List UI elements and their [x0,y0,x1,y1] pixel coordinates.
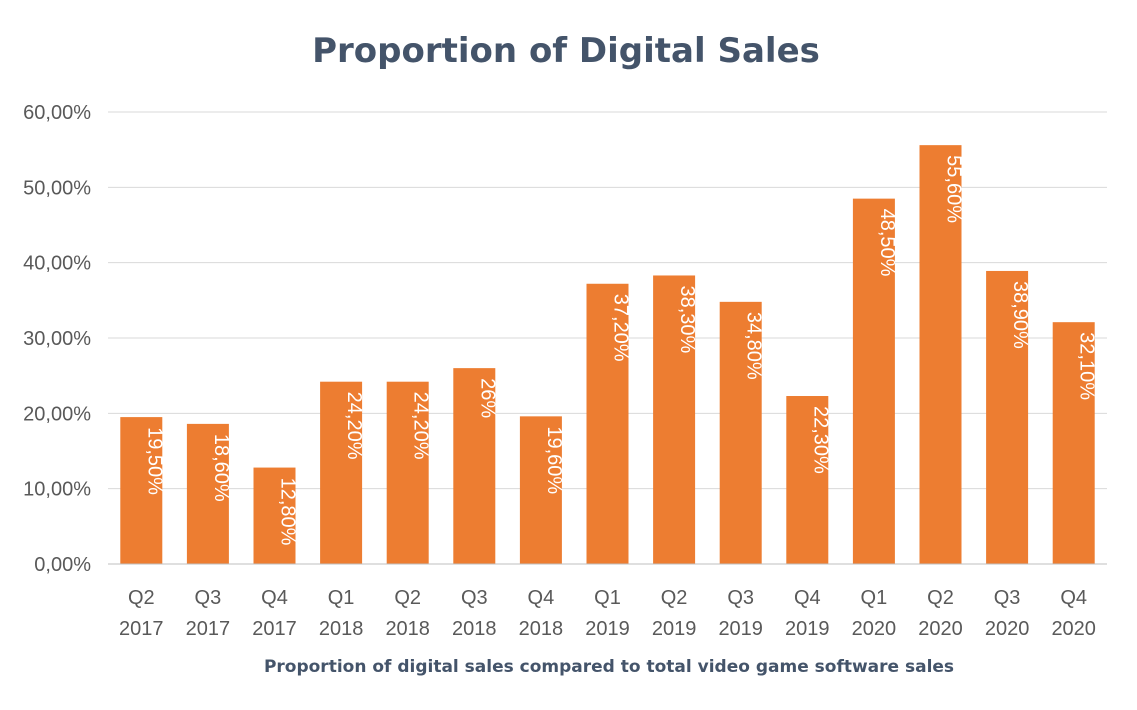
x-tick-label: Q4 2017 [252,587,297,640]
data-label: 12,80% [277,478,299,546]
bar [386,381,429,564]
y-tick-label: 60,00% [23,102,91,124]
x-tick-label: Q1 2019 [585,587,630,640]
bar [919,145,962,564]
y-tick-label: 10,00% [23,479,91,501]
bar [519,416,562,564]
x-tick-label: Q2 2018 [385,587,430,640]
x-tick-label: Q4 2019 [785,587,830,640]
y-tick-label: 20,00% [23,403,91,425]
data-label: 37,20% [610,294,632,362]
data-label: 48,50% [876,209,898,277]
bar [719,301,762,564]
data-label: 22,30% [809,406,831,474]
data-label: 34,80% [743,312,765,380]
chart-title: Proportion of Digital Sales [312,31,820,71]
x-tick-label: Q3 2020 [985,587,1030,640]
data-label: 38,90% [1009,281,1031,349]
x-tick-label: Q3 2018 [452,587,497,640]
bar [586,283,629,564]
x-tick-label: Q4 2020 [1051,587,1096,640]
data-label: 19,50% [143,427,165,495]
x-tick-label: Q3 2017 [186,587,231,640]
y-tick-label: 30,00% [23,328,91,350]
x-axis-label: Proportion of digital sales compared to … [264,657,954,677]
data-label: 38,30% [676,285,698,353]
bar [852,198,895,564]
data-labels: 19,50% 18,60% 12,80% 24,20% 24,20% 26% 19,60% 3… [143,155,1097,545]
bar [320,381,363,564]
x-tick-label: Q1 2020 [852,587,897,640]
data-label: 55,60% [943,155,965,223]
bar [186,423,229,564]
data-label: 24,20% [410,392,432,460]
x-tick-label: Q2 2017 [119,587,164,640]
x-tick-label: Q3 2019 [718,587,763,640]
data-label: 19,60% [543,426,565,494]
bar [453,368,496,564]
bar [120,417,163,564]
data-label: 24,20% [343,392,365,460]
bar [786,396,829,564]
x-axis-ticks: Q2 2017 Q3 2017 Q4 2017 Q1 2018 Q2 2018 Q3 2018 Q4 20… [119,587,1096,640]
x-tick-label: Q4 2018 [519,587,564,640]
y-axis-ticks: 0,00% 10,00% 20,00% 30,00% 40,00% 50,00% 60,00… [23,102,91,576]
bar [653,275,696,564]
y-tick-label: 0,00% [34,554,91,576]
data-label: 32,10% [1076,332,1098,400]
data-label: 26% [476,378,498,418]
bars [120,145,1095,564]
x-tick-label: Q1 2018 [319,587,364,640]
x-tick-label: Q2 2020 [918,587,963,640]
y-tick-label: 50,00% [23,177,91,199]
bar [1052,322,1095,564]
x-tick-label: Q2 2019 [652,587,697,640]
bar [986,270,1029,564]
data-label: 18,60% [210,434,232,502]
bar [253,467,296,564]
y-tick-label: 40,00% [23,253,91,275]
